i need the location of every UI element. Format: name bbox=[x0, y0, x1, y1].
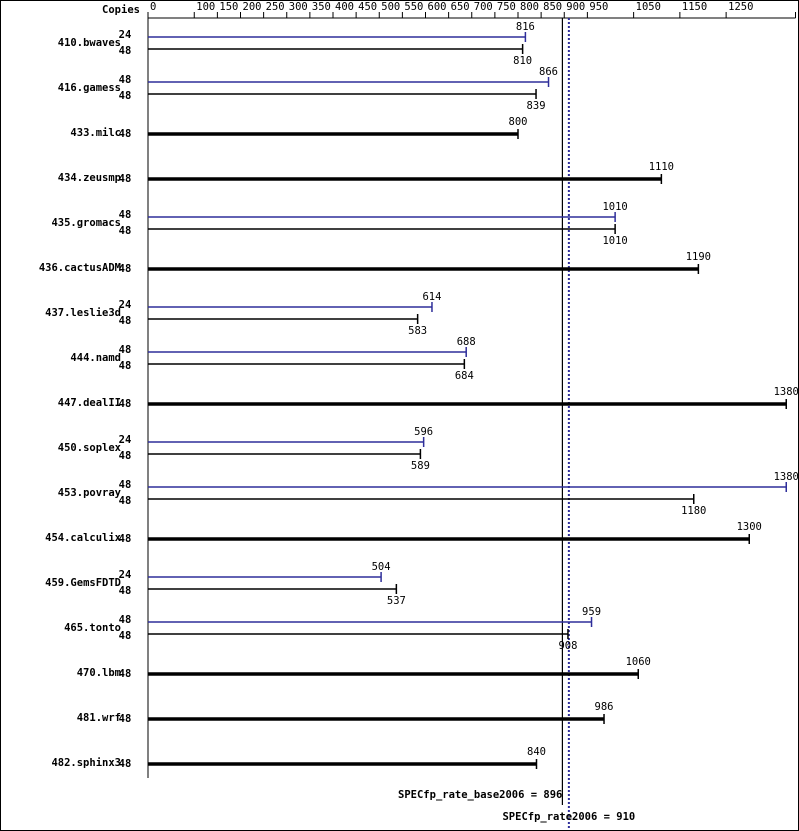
x-tick-label: 200 bbox=[243, 1, 262, 13]
base-value-label: 800 bbox=[509, 116, 528, 128]
base-copies: 48 bbox=[119, 495, 132, 507]
x-tick-label: 250 bbox=[266, 1, 285, 13]
base-copies: 48 bbox=[119, 315, 132, 327]
base-value-label: 684 bbox=[455, 370, 474, 382]
category-label: 433.milc bbox=[70, 127, 121, 139]
category-label: 434.zeusmp bbox=[58, 172, 121, 184]
base-copies: 48 bbox=[119, 630, 132, 642]
base-copies: 48 bbox=[119, 90, 132, 102]
base-value-label: 537 bbox=[387, 595, 406, 607]
base-copies: 48 bbox=[119, 45, 132, 57]
peak-copies: 24 bbox=[119, 29, 132, 41]
base-copies: 48 bbox=[119, 398, 132, 410]
x-tick-label: 400 bbox=[335, 1, 354, 13]
category-label: 470.lbm bbox=[77, 667, 121, 679]
category-label: 459.GemsFDTD bbox=[45, 577, 121, 589]
x-tick-label: 550 bbox=[404, 1, 423, 13]
x-tick-label: 150 bbox=[219, 1, 238, 13]
x-tick-label: 800 bbox=[520, 1, 539, 13]
base-copies: 48 bbox=[119, 758, 132, 770]
base-value-label: 908 bbox=[558, 640, 577, 652]
base-value-label: 1110 bbox=[649, 161, 674, 173]
x-tick-label: 0 bbox=[150, 1, 156, 13]
base-value-label: 1300 bbox=[737, 521, 762, 533]
peak-copies: 48 bbox=[119, 614, 132, 626]
base-value-label: 1190 bbox=[686, 251, 711, 263]
base-copies: 48 bbox=[119, 585, 132, 597]
x-tick-label: 1250 bbox=[728, 1, 753, 13]
peak-value-label: 959 bbox=[582, 606, 601, 618]
peak-copies: 48 bbox=[119, 74, 132, 86]
base-value-label: 810 bbox=[513, 55, 532, 67]
base-value-label: 986 bbox=[595, 701, 614, 713]
base-value-label: 840 bbox=[527, 746, 546, 758]
peak-copies: 48 bbox=[119, 344, 132, 356]
peak-value-label: 1380 bbox=[774, 471, 799, 483]
peak-copies: 24 bbox=[119, 569, 132, 581]
base-copies: 48 bbox=[119, 668, 132, 680]
category-label: 482.sphinx3 bbox=[51, 757, 121, 769]
category-label: 437.leslie3d bbox=[45, 307, 121, 319]
peak-value-label: 816 bbox=[516, 21, 535, 33]
peak-value-label: 866 bbox=[539, 66, 558, 78]
base-copies: 48 bbox=[119, 263, 132, 275]
base-value-label: 1060 bbox=[626, 656, 651, 668]
category-label: 416.gamess bbox=[58, 82, 121, 94]
x-tick-label: 1400 bbox=[798, 1, 799, 13]
x-tick-label: 700 bbox=[474, 1, 493, 13]
x-tick-label: 850 bbox=[543, 1, 562, 13]
x-tick-label: 100 bbox=[196, 1, 215, 13]
category-label: 481.wrf bbox=[77, 712, 121, 724]
peak-copies: 24 bbox=[119, 299, 132, 311]
peak-value-label: 614 bbox=[422, 291, 441, 303]
base-value-label: 589 bbox=[411, 460, 430, 472]
base-value-label: 1010 bbox=[602, 235, 627, 247]
x-tick-label: 950 bbox=[589, 1, 608, 13]
category-label: 444.namd bbox=[70, 352, 121, 364]
x-tick-label: 450 bbox=[358, 1, 377, 13]
category-label: 453.povray bbox=[58, 487, 122, 499]
base-value-label: 583 bbox=[408, 325, 427, 337]
category-label: 410.bwaves bbox=[58, 37, 121, 49]
base-value-label: 1180 bbox=[681, 505, 706, 517]
base-copies: 48 bbox=[119, 533, 132, 545]
peak-value-label: 688 bbox=[457, 336, 476, 348]
x-tick-label: 1050 bbox=[636, 1, 661, 13]
x-tick-label: 650 bbox=[451, 1, 470, 13]
base-copies: 48 bbox=[119, 450, 132, 462]
x-tick-label: 350 bbox=[312, 1, 331, 13]
peak-copies: 24 bbox=[119, 434, 132, 446]
category-label: 447.dealII bbox=[58, 397, 121, 409]
base-copies: 48 bbox=[119, 128, 132, 140]
x-tick-label: 600 bbox=[428, 1, 447, 13]
x-tick-label: 750 bbox=[497, 1, 516, 13]
x-tick-label: 300 bbox=[289, 1, 308, 13]
base-copies: 48 bbox=[119, 713, 132, 725]
base-value-label: 1380 bbox=[774, 386, 799, 398]
peak-copies: 48 bbox=[119, 479, 132, 491]
x-tick-label: 500 bbox=[381, 1, 400, 13]
base-value-label: 839 bbox=[527, 100, 546, 112]
base-copies: 48 bbox=[119, 225, 132, 237]
category-label: 450.soplex bbox=[58, 442, 122, 454]
x-tick-label: 900 bbox=[566, 1, 585, 13]
category-label: 436.cactusADM bbox=[39, 262, 121, 274]
category-label: 435.gromacs bbox=[51, 217, 121, 229]
peak-value-label: 1010 bbox=[602, 201, 627, 213]
peak-copies: 48 bbox=[119, 209, 132, 221]
base-copies: 48 bbox=[119, 173, 132, 185]
reference-label: SPECfp_rate2006 = 910 bbox=[502, 811, 635, 823]
x-tick-label: 1150 bbox=[682, 1, 707, 13]
category-label: 465.tonto bbox=[64, 622, 121, 634]
category-label: 454.calculix bbox=[45, 532, 122, 544]
base-copies: 48 bbox=[119, 360, 132, 372]
copies-header: Copies bbox=[102, 4, 140, 16]
peak-value-label: 504 bbox=[372, 561, 391, 573]
peak-value-label: 596 bbox=[414, 426, 433, 438]
reference-label: SPECfp_rate_base2006 = 896 bbox=[398, 789, 562, 801]
